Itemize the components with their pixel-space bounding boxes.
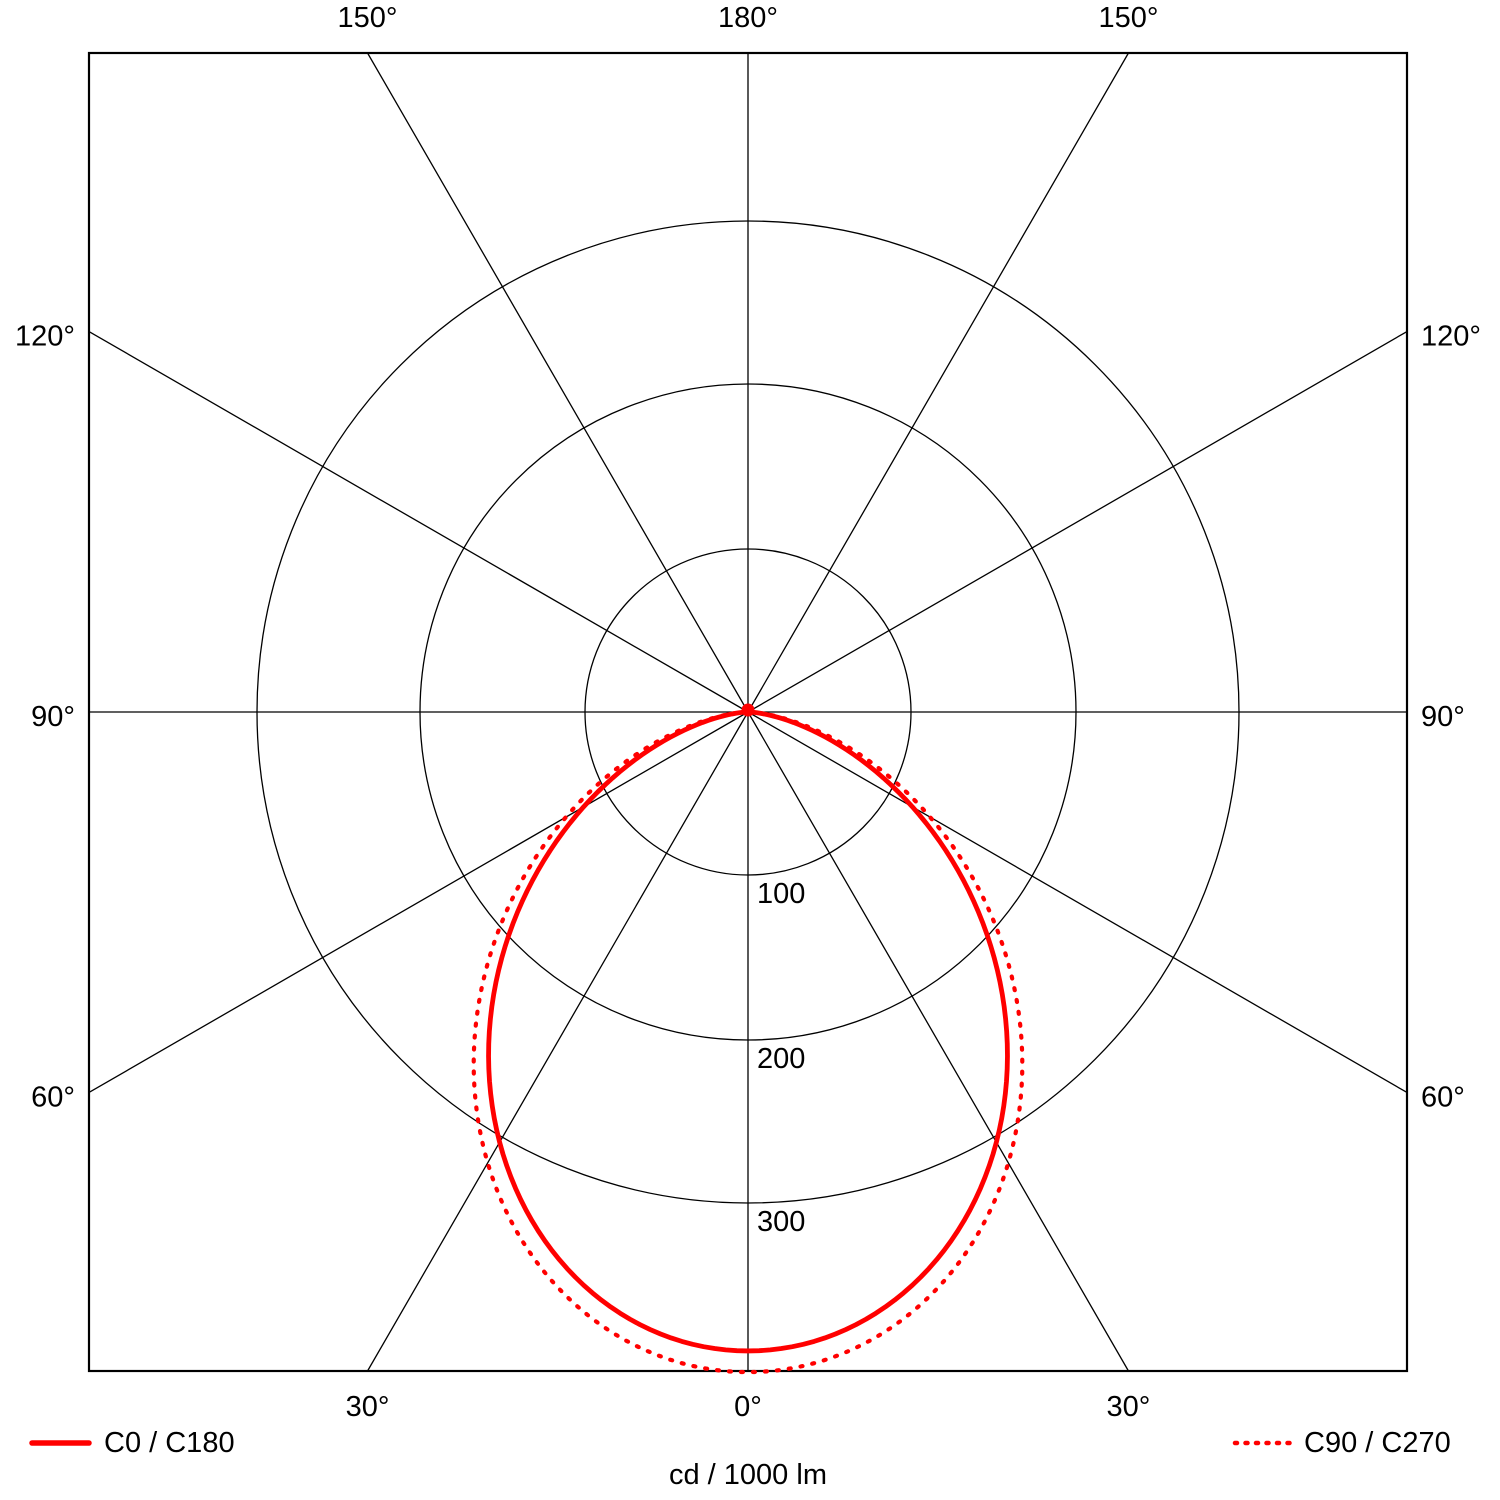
- svg-text:120°: 120°: [15, 321, 75, 353]
- svg-text:150°: 150°: [1098, 2, 1158, 34]
- svg-text:300: 300: [757, 1206, 805, 1238]
- svg-text:60°: 60°: [1421, 1081, 1465, 1113]
- svg-text:180°: 180°: [718, 2, 778, 34]
- svg-text:30°: 30°: [1107, 1391, 1151, 1423]
- svg-text:C90 / C270: C90 / C270: [1304, 1427, 1451, 1459]
- svg-text:C0 / C180: C0 / C180: [104, 1427, 235, 1459]
- svg-text:60°: 60°: [31, 1081, 75, 1113]
- svg-text:30°: 30°: [346, 1391, 390, 1423]
- svg-text:cd / 1000 lm: cd / 1000 lm: [669, 1459, 827, 1491]
- svg-text:150°: 150°: [338, 2, 398, 34]
- svg-text:90°: 90°: [1421, 701, 1465, 733]
- svg-text:0°: 0°: [734, 1391, 762, 1423]
- svg-text:120°: 120°: [1421, 321, 1481, 353]
- svg-text:100: 100: [757, 878, 805, 910]
- svg-text:200: 200: [757, 1043, 805, 1075]
- svg-text:90°: 90°: [31, 701, 75, 733]
